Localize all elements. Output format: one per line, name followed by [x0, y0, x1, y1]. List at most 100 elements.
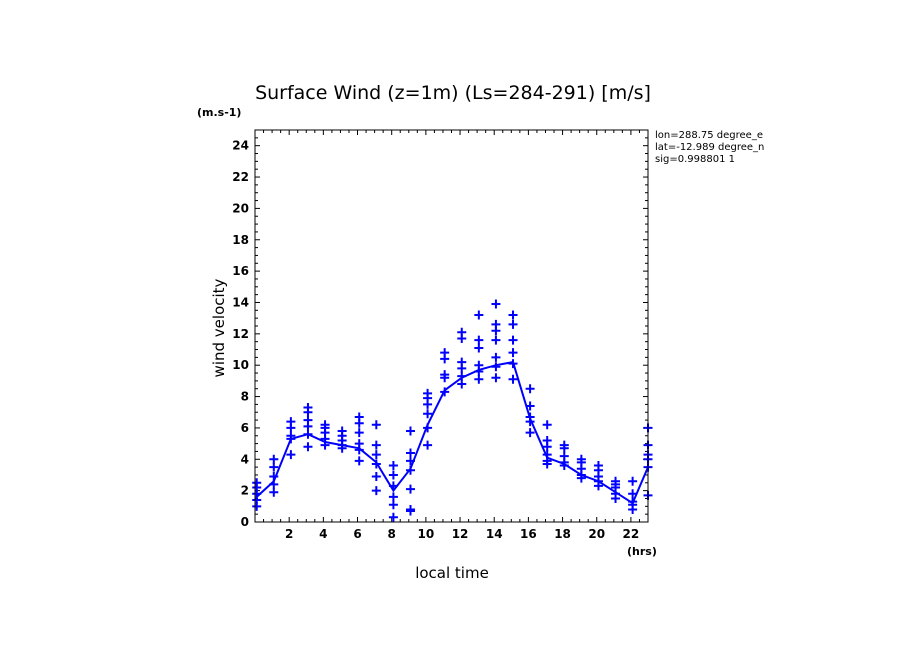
data-point: [269, 487, 279, 497]
data-point: [371, 420, 381, 430]
x-tick-label: 16: [520, 527, 537, 541]
x-tick-label: 20: [588, 527, 605, 541]
data-point: [440, 387, 450, 397]
y-tick-label: 12: [232, 327, 249, 341]
data-point: [508, 359, 518, 369]
data-point: [269, 479, 279, 489]
data-point: [405, 448, 415, 458]
data-point: [525, 412, 535, 422]
y-tick-label: 20: [232, 201, 249, 215]
data-point: [474, 310, 484, 320]
y-tick-label: 14: [232, 295, 249, 309]
data-point: [303, 403, 313, 413]
y-unit-label: (m.s-1): [197, 106, 241, 119]
data-point: [269, 454, 279, 464]
data-point: [628, 489, 638, 499]
data-point: [628, 476, 638, 486]
x-tick-label: 22: [623, 527, 640, 541]
data-point: [542, 420, 552, 430]
x-tick-label: 8: [388, 527, 396, 541]
data-point: [269, 472, 279, 482]
chart-title: Surface Wind (z=1m) (Ls=284-291) [m/s]: [255, 82, 651, 104]
y-tick-label: 10: [232, 358, 249, 372]
data-point: [474, 374, 484, 384]
data-point: [405, 465, 415, 475]
data-point: [457, 379, 467, 389]
data-point: [354, 439, 364, 449]
y-tick-label: 0: [241, 515, 249, 529]
data-point: [405, 456, 415, 466]
y-axis-label: wind velocity: [210, 278, 228, 377]
data-point: [354, 456, 364, 466]
data-point: [371, 486, 381, 496]
data-point: [559, 451, 569, 461]
x-tick-label: 12: [452, 527, 469, 541]
data-point: [457, 357, 467, 367]
data-point: [491, 299, 501, 309]
data-point: [354, 428, 364, 438]
x-tick-label: 4: [319, 527, 327, 541]
info-line: sig=0.998801 1: [655, 154, 735, 165]
data-point: [405, 504, 415, 514]
data-point: [303, 415, 313, 425]
data-point: [440, 370, 450, 380]
data-point: [508, 319, 518, 329]
data-point: [388, 500, 398, 510]
info-line: lat=-12.989 degree_n: [655, 142, 764, 153]
plot-frame: [254, 129, 649, 523]
x-tick-label: 10: [418, 527, 435, 541]
y-tick-label: 22: [232, 170, 249, 184]
data-point: [457, 327, 467, 337]
y-tick-label: 4: [241, 452, 249, 466]
data-point: [525, 401, 535, 411]
x-tick-label: 6: [353, 527, 361, 541]
data-point: [542, 435, 552, 445]
data-point: [405, 484, 415, 494]
info-line: lon=288.75 degree_e: [655, 130, 763, 141]
x-unit-label: (hrs): [627, 545, 657, 558]
data-point: [611, 476, 621, 486]
data-point: [320, 420, 330, 430]
data-point: [491, 319, 501, 329]
data-point: [354, 412, 364, 422]
y-tick-label: 2: [241, 484, 249, 498]
data-point: [286, 450, 296, 460]
data-point: [286, 431, 296, 441]
data-point: [457, 371, 467, 381]
data-point: [508, 310, 518, 320]
data-point: [371, 459, 381, 469]
data-point: [508, 335, 518, 345]
data-point: [423, 388, 433, 398]
data-marks: [252, 299, 653, 522]
data-point: [440, 348, 450, 358]
data-point: [491, 362, 501, 372]
data-point: [388, 461, 398, 471]
data-point: [423, 409, 433, 419]
data-point: [542, 450, 552, 460]
data-point: [423, 423, 433, 433]
data-point: [559, 440, 569, 450]
x-tick-label: 18: [554, 527, 571, 541]
data-point: [388, 512, 398, 522]
data-point: [388, 492, 398, 502]
data-point: [337, 426, 347, 436]
data-point: [303, 429, 313, 439]
y-tick-label: 16: [232, 264, 249, 278]
data-point: [371, 472, 381, 482]
data-point: [371, 440, 381, 450]
data-point: [491, 335, 501, 345]
data-point: [628, 497, 638, 507]
data-point: [286, 417, 296, 427]
x-tick-label: 14: [486, 527, 503, 541]
y-tick-label: 8: [241, 390, 249, 404]
data-point: [303, 442, 313, 452]
data-point: [252, 478, 262, 488]
y-tick-label: 6: [241, 421, 249, 435]
data-point: [491, 352, 501, 362]
x-tick-label: 2: [285, 527, 293, 541]
data-point: [405, 426, 415, 436]
data-point: [371, 450, 381, 460]
y-tick-label: 24: [232, 139, 249, 153]
